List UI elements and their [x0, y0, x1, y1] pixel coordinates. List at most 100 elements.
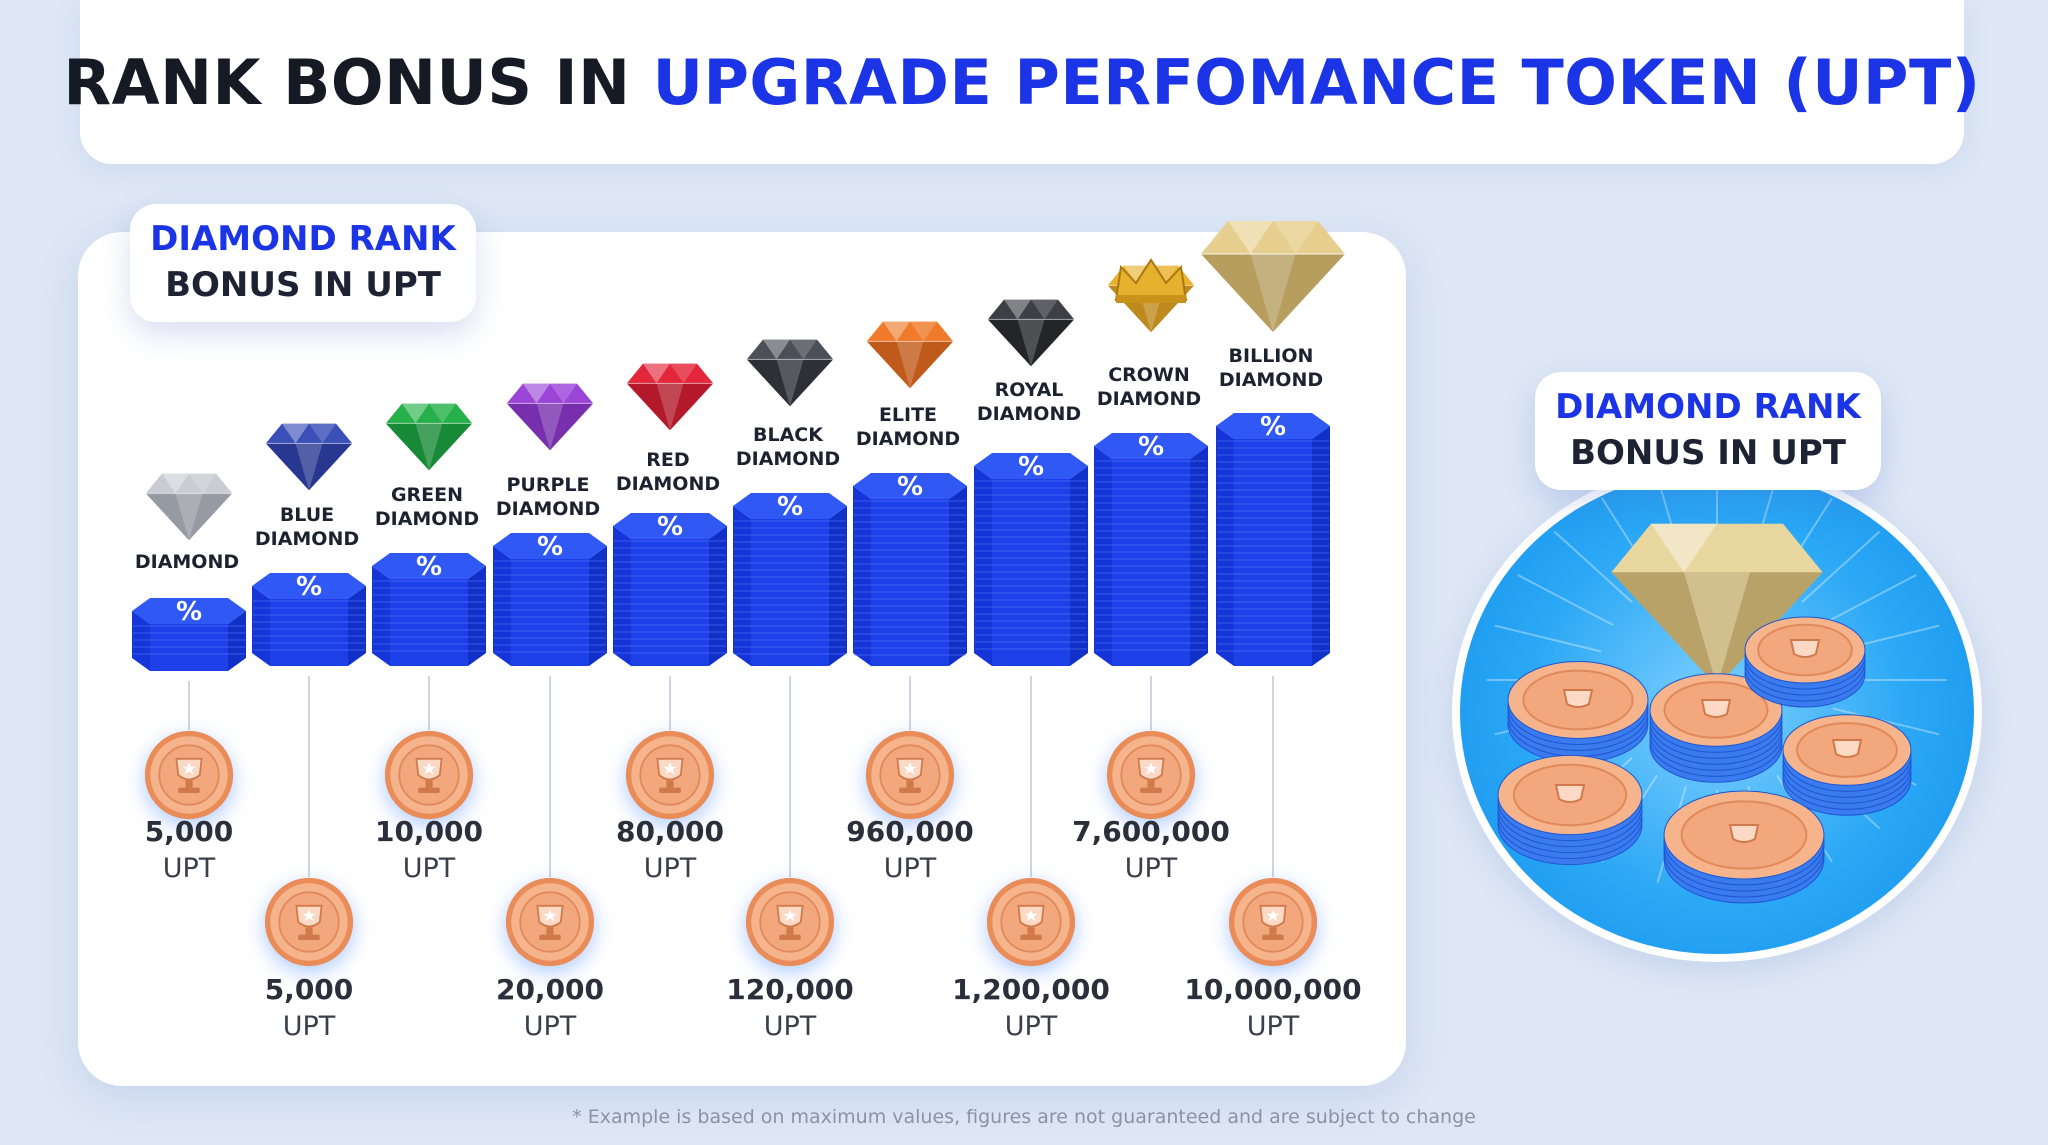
bonus-amount: 1,200,000 UPT: [921, 972, 1141, 1046]
coin-stack-icon: [1507, 661, 1649, 763]
bonus-stack-icon: %: [733, 493, 847, 666]
svg-text:%: %: [296, 573, 322, 602]
crown-icon: [1114, 258, 1188, 303]
rank-name-line1: PURPLE: [506, 474, 590, 496]
rank-name: PURPLE DIAMOND: [463, 473, 633, 521]
coin-stack-icon: [1497, 754, 1643, 866]
bonus-amount-value: 20,000: [495, 973, 605, 1006]
svg-text:%: %: [1260, 413, 1286, 442]
diamond-gem-icon: [866, 321, 954, 389]
panel-label: DIAMOND RANK BONUS IN UPT: [130, 204, 476, 322]
trophy-star-coin-icon: [264, 877, 354, 967]
trophy-star-coin-icon: [505, 877, 595, 967]
diamond-gem-icon: [385, 403, 473, 471]
title-card: RANK BONUS IN UPGRADE PERFOMANCE TOKEN (…: [63, 0, 1980, 164]
trophy-star-coin-icon: [1228, 877, 1318, 967]
bonus-amount-unit: UPT: [1004, 1011, 1058, 1042]
svg-text:%: %: [657, 513, 683, 542]
rank-name-line2: DIAMOND: [374, 508, 480, 530]
diamond-gem-icon: [1201, 221, 1345, 332]
bonus-amount-value: 5,000: [264, 973, 354, 1006]
bonus-amount-value: 960,000: [846, 815, 974, 848]
bonus-amount-value: 1,200,000: [952, 973, 1110, 1006]
bonus-amount-unit: UPT: [1246, 1011, 1300, 1042]
bonus-amount: 20,000 UPT: [440, 972, 660, 1046]
connector-line: [1272, 676, 1274, 877]
title-main: RANK BONUS IN: [63, 45, 631, 119]
svg-text:%: %: [897, 473, 923, 502]
trophy-star-coin-icon: [384, 730, 474, 820]
bonus-amount-unit: UPT: [643, 853, 697, 884]
bonus-amount-value: 80,000: [615, 815, 725, 848]
bonus-amount: 10,000 UPT: [319, 814, 539, 888]
trophy-star-coin-icon: [1106, 730, 1196, 820]
bonus-amount: 960,000 UPT: [800, 814, 1020, 888]
illustration-label-line2: BONUS IN UPT: [1570, 433, 1846, 473]
connector-line: [789, 676, 791, 877]
rank-name-line2: DIAMOND: [1218, 369, 1324, 391]
diamond-gem-icon: [265, 423, 353, 491]
bonus-amount: 80,000 UPT: [560, 814, 780, 888]
rank-name: ELITE DIAMOND: [823, 403, 993, 451]
svg-text:%: %: [537, 533, 563, 562]
rank-name-line2: DIAMOND: [495, 498, 601, 520]
bonus-amount-unit: UPT: [162, 853, 216, 884]
rank-name: DIAMOND: [102, 550, 272, 574]
bonus-amount-value: 10,000,000: [1184, 973, 1362, 1006]
bonus-amount: 120,000 UPT: [680, 972, 900, 1046]
bonus-stack-icon: %: [372, 553, 486, 666]
bonus-amount: 5,000 UPT: [79, 814, 299, 888]
connector-line: [669, 676, 671, 730]
trophy-star-coin-icon: [745, 877, 835, 967]
trophy-star-coin-icon: [625, 730, 715, 820]
bonus-amount-value: 5,000: [144, 815, 234, 848]
svg-text:%: %: [1138, 433, 1164, 462]
rank-name-line1: ROYAL: [994, 379, 1064, 401]
rank-name: BILLION DIAMOND: [1186, 344, 1356, 392]
bonus-amount-value: 10,000: [374, 815, 484, 848]
diamond-gem-icon: [506, 383, 594, 451]
diamond-gem-icon: [987, 299, 1075, 367]
connector-line: [1030, 676, 1032, 877]
rank-name-line1: CROWN: [1108, 364, 1190, 386]
bonus-stack-icon: %: [252, 573, 366, 666]
svg-text:%: %: [777, 493, 803, 522]
connector-line: [188, 681, 190, 730]
svg-text:%: %: [1018, 453, 1044, 482]
bonus-stack-icon: %: [493, 533, 607, 666]
trophy-star-coin-icon: [986, 877, 1076, 967]
bonus-amount-unit: UPT: [282, 1011, 336, 1042]
rank-name-line1: ELITE: [878, 404, 938, 426]
bonus-amount-unit: UPT: [402, 853, 456, 884]
rank-name: BLACK DIAMOND: [703, 423, 873, 471]
diamond-gem-icon: [746, 339, 834, 407]
rank-name-line1: BLUE: [279, 504, 335, 526]
connector-line: [308, 676, 310, 877]
coin-stack-icon: [1782, 714, 1912, 816]
coin-stack-icon: [1663, 790, 1825, 904]
connector-line: [1150, 676, 1152, 730]
bonus-stack-icon: %: [974, 453, 1088, 666]
rank-name-line1: BILLION: [1228, 345, 1314, 367]
bonus-amount: 5,000 UPT: [199, 972, 419, 1046]
rank-name: RED DIAMOND: [583, 448, 753, 496]
rank-name-line2: DIAMOND: [1096, 388, 1202, 410]
rank-name: GREEN DIAMOND: [342, 483, 512, 531]
diamond-gem-icon: [145, 473, 233, 541]
connector-line: [549, 676, 551, 877]
title-accent: UPGRADE PERFOMANCE TOKEN (UPT): [652, 45, 1981, 119]
footnote: * Example is based on maximum values, fi…: [572, 1106, 1476, 1128]
bonus-stack-icon: %: [132, 598, 246, 671]
page-title: RANK BONUS IN UPGRADE PERFOMANCE TOKEN (…: [63, 46, 1980, 119]
rank-name: BLUE DIAMOND: [222, 503, 392, 551]
bonus-stack-icon: %: [1216, 413, 1330, 666]
rank-name-line1: DIAMOND: [134, 551, 240, 573]
rank-name: ROYAL DIAMOND: [944, 378, 1114, 426]
bonus-amount-unit: UPT: [883, 853, 937, 884]
rank-name-line2: DIAMOND: [615, 473, 721, 495]
bonus-amount-value: 120,000: [726, 973, 854, 1006]
rank-name-line2: DIAMOND: [254, 528, 360, 550]
bonus-amount-unit: UPT: [1124, 853, 1178, 884]
illustration-label: DIAMOND RANK BONUS IN UPT: [1535, 372, 1881, 490]
coin-stack-icon: [1744, 616, 1866, 708]
